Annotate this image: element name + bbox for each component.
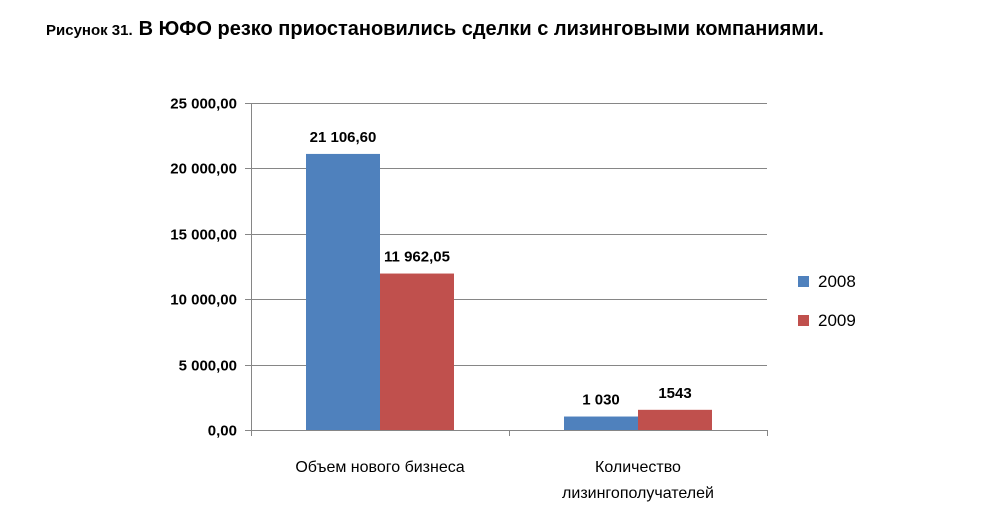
data-labels: 21 106,60 11 962,05 1 030 1543	[310, 129, 692, 409]
figure-title: Рисунок 31. В ЮФО резко приостановились с…	[46, 18, 824, 41]
y-tick-label: 10 000,00	[170, 292, 237, 309]
bars	[306, 153, 712, 431]
bar-2009-2	[638, 409, 712, 430]
legend-label-2008: 2008	[818, 272, 856, 291]
x-category-label: лизингополучателей	[562, 485, 714, 502]
axes: 0,00 5 000,00 10 000,00 15 000,00 20 000,00 2…	[170, 96, 768, 502]
figure-title-text: В ЮФО резко приостановились сделки с лиз…	[138, 18, 824, 40]
legend: 2008 2009	[798, 272, 856, 330]
data-label-2008-1: 21 106,60	[310, 129, 377, 146]
data-label-2009-1: 11 962,05	[384, 249, 450, 266]
y-tick-label: 0,00	[208, 423, 237, 440]
legend-swatch-2009	[798, 315, 809, 326]
legend-swatch-2008	[798, 276, 809, 287]
bar-2008-2	[564, 416, 638, 430]
x-category-label: Объем нового бизнеса	[295, 459, 464, 476]
data-label-2009-2: 1543	[658, 385, 691, 402]
bar-2009-1	[380, 273, 454, 430]
y-tick-label: 20 000,00	[170, 161, 237, 178]
bar-2008-1	[306, 153, 380, 431]
y-tick-label: 5 000,00	[179, 358, 237, 375]
figure-number: Рисунок 31.	[46, 22, 133, 39]
y-tick-label: 25 000,00	[170, 96, 237, 113]
y-tick-label: 15 000,00	[170, 227, 237, 244]
x-category-label: Количество	[595, 459, 681, 476]
legend-label-2009: 2009	[818, 311, 856, 330]
data-label-2008-2: 1 030	[582, 392, 620, 409]
